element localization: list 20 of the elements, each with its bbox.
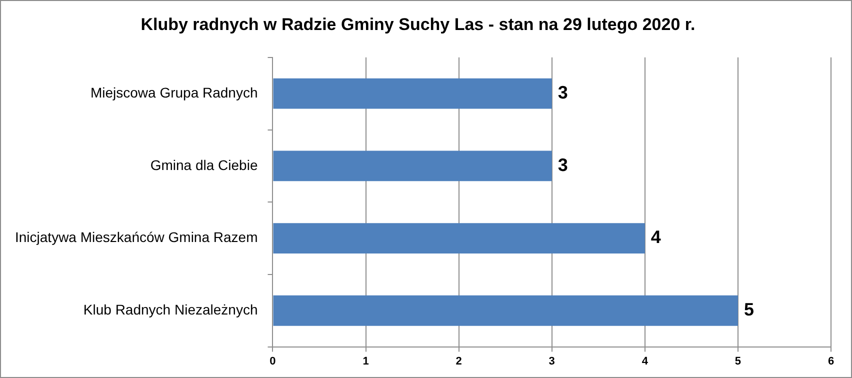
y-tick-label: Klub Radnych Niezależnych: [83, 301, 258, 318]
x-tick-label: 2: [456, 355, 462, 368]
data-label: 5: [744, 300, 754, 320]
x-tick-label: 0: [270, 355, 276, 368]
x-tick-label: 5: [734, 355, 742, 368]
x-tick-label: 6: [828, 355, 834, 368]
chart-title: Kluby radnych w Radzie Gminy Suchy Las - stan na 29 lutego 2020 r.: [140, 14, 696, 34]
x-tick-label: 3: [548, 355, 555, 368]
x-tick-label: 1: [362, 355, 369, 368]
bar: [273, 150, 552, 182]
x-tick-label: 4: [642, 355, 649, 368]
data-label: 4: [650, 227, 661, 248]
bar: [273, 223, 645, 254]
data-label: 3: [558, 82, 568, 103]
y-tick-label: Miejscowa Grupa Radnych: [90, 84, 258, 100]
y-tick-label: Gmina dla Ciebie: [150, 156, 258, 173]
bar: [273, 78, 552, 109]
y-tick-label: Inicjatywa Mieszkańców Gmina Razem: [14, 229, 258, 246]
data-label: 3: [558, 154, 568, 175]
bar: [273, 295, 738, 326]
